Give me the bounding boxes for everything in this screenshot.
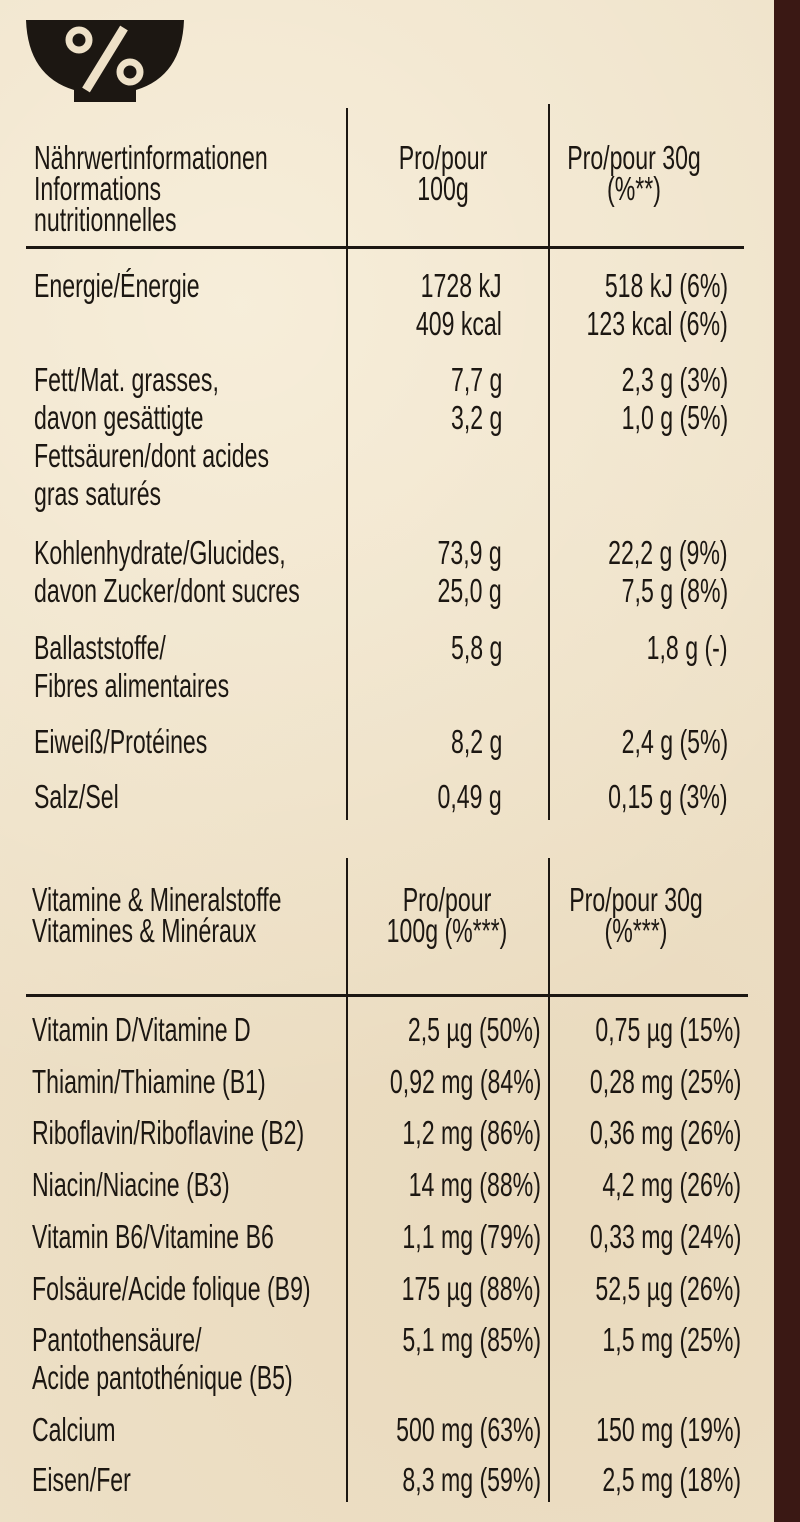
row-value-per-100g: 8,3 mg (59%): [402, 1461, 541, 1498]
header-label: Nährwertinformationen: [34, 139, 268, 176]
row-value-per-30g: 0,15 g (3%): [608, 778, 728, 815]
row-value-per-100g: 1,1 mg (79%): [402, 1218, 541, 1255]
row-label: Fett/Mat. grasses,: [34, 361, 219, 398]
row-label: Eiweiß/Protéines: [34, 723, 208, 760]
row-value-per-100g: 8,2 g: [450, 723, 502, 760]
row-value-per-30g: 0,28 mg (25%): [589, 1063, 741, 1100]
row-label: Thiamin/Thiamine (B1): [32, 1063, 266, 1100]
row-value-per-100g: 73,9 g: [437, 534, 502, 571]
column-divider: [548, 858, 550, 1502]
header-label: Vitamine & Mineralstoffe: [32, 881, 282, 918]
row-label: Vitamin B6/Vitamine B6: [32, 1218, 274, 1255]
header-per-100g: 100g: [417, 170, 469, 207]
row-value-per-100g: 14 mg (88%): [408, 1166, 541, 1203]
row-value-per-100g: 175 µg (88%): [401, 1270, 541, 1307]
package-edge: [774, 0, 800, 1522]
row-value-per-30g: 7,5 g (8%): [621, 572, 728, 609]
header-per-100g: 100g (%***): [386, 912, 508, 949]
row-value-per-100g: 5,8 g: [450, 629, 502, 666]
row-value-per-30g: 4,2 mg (26%): [602, 1166, 741, 1203]
row-value-per-30g: 518 kJ (6%): [604, 267, 728, 304]
header-per-30g: (%***): [604, 912, 668, 949]
row-value-per-30g: 1,0 g (5%): [621, 399, 728, 436]
row-value-per-100g: 1,2 mg (86%): [402, 1114, 541, 1151]
row-label: Calcium: [32, 1411, 116, 1448]
header-per-100g: Pro/pour: [402, 881, 492, 918]
row-value-per-100g: 1728 kJ: [421, 267, 502, 304]
row-label: Eisen/Fer: [32, 1461, 131, 1498]
row-value-per-30g: 22,2 g (9%): [608, 534, 728, 571]
row-label: davon Zucker/dont sucres: [34, 572, 300, 609]
row-value-per-30g: 1,8 g (-): [647, 629, 728, 666]
row-value-per-30g: 2,5 mg (18%): [602, 1461, 741, 1498]
row-value-per-100g: 7,7 g: [450, 361, 502, 398]
header-label: Informations: [34, 170, 162, 207]
row-label: Riboflavin/Riboflavine (B2): [32, 1114, 305, 1151]
header-label: Vitamines & Minéraux: [32, 912, 257, 949]
header-per-30g: (%**): [607, 170, 661, 207]
row-value-per-30g: 2,3 g (3%): [621, 361, 728, 398]
row-label: Pantothensäure/: [32, 1321, 202, 1358]
header-per-30g: Pro/pour 30g: [567, 139, 701, 176]
header-per-100g: Pro/pour: [398, 139, 488, 176]
row-value-per-100g: 500 mg (63%): [395, 1411, 541, 1448]
row-value-per-30g: 0,75 µg (15%): [595, 1011, 741, 1048]
percent-bowl-icon: [26, 20, 184, 102]
row-label: Kohlenhydrate/Glucides,: [34, 534, 286, 571]
row-label: Vitamin D/Vitamine D: [32, 1011, 251, 1048]
row-value-per-30g: 150 mg (19%): [595, 1411, 741, 1448]
row-value-per-100g: 0,49 g: [437, 778, 502, 815]
header-divider: [26, 994, 748, 997]
row-label: Niacin/Niacine (B3): [32, 1166, 230, 1203]
row-label: Folsäure/Acide folique (B9): [32, 1270, 311, 1307]
column-divider: [548, 104, 550, 820]
row-label: Energie/Énergie: [34, 267, 200, 304]
row-label: Salz/Sel: [34, 778, 119, 815]
row-label: Fettsäuren/dont acides: [34, 437, 270, 474]
row-value-per-30g: 1,5 mg (25%): [602, 1321, 741, 1358]
row-label: gras saturés: [34, 475, 162, 512]
row-label: Acide pantothénique (B5): [32, 1359, 293, 1396]
header-divider: [26, 246, 744, 249]
row-value-per-30g: 123 kcal (6%): [586, 305, 728, 342]
row-value-per-100g: 25,0 g: [437, 572, 502, 609]
header-label: nutritionnelles: [34, 201, 177, 238]
row-value-per-100g: 3,2 g: [450, 399, 502, 436]
row-value-per-100g: 409 kcal: [415, 305, 502, 342]
row-value-per-30g: 2,4 g (5%): [621, 723, 728, 760]
row-value-per-100g: 0,92 mg (84%): [389, 1063, 541, 1100]
header-per-30g: Pro/pour 30g: [569, 881, 703, 918]
row-value-per-100g: 5,1 mg (85%): [402, 1321, 541, 1358]
column-divider: [346, 108, 348, 820]
row-value-per-30g: 0,36 mg (26%): [589, 1114, 741, 1151]
row-value-per-100g: 2,5 µg (50%): [408, 1011, 541, 1048]
row-label: davon gesättigte: [34, 399, 204, 436]
column-divider: [346, 858, 348, 1502]
row-label: Fibres alimentaires: [34, 667, 230, 704]
row-value-per-30g: 52,5 µg (26%): [595, 1270, 741, 1307]
row-value-per-30g: 0,33 mg (24%): [589, 1218, 741, 1255]
row-label: Ballaststoffe/: [34, 629, 166, 666]
